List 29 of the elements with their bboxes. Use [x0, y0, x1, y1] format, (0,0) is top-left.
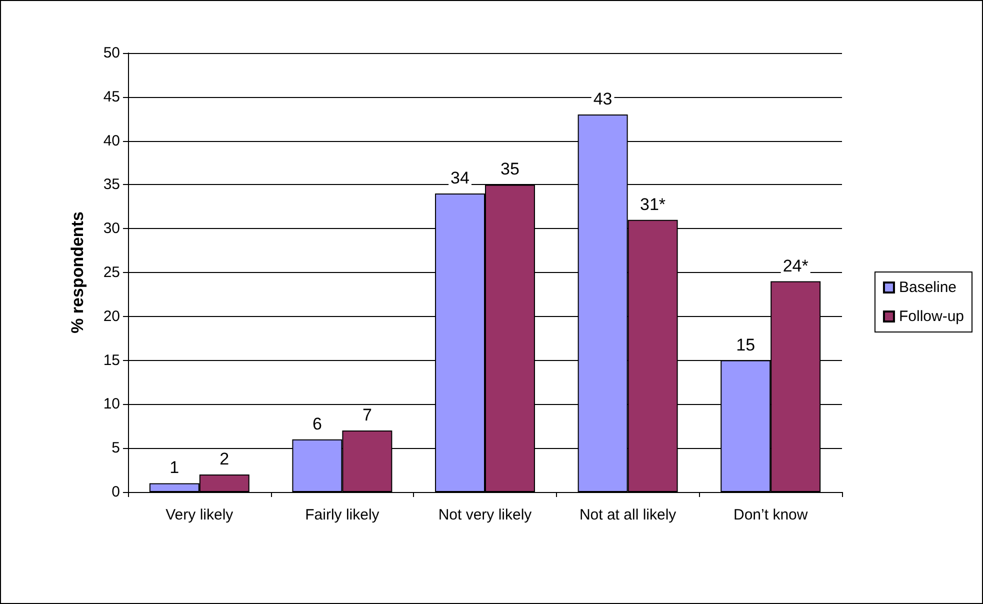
- data-label: 31*: [640, 194, 666, 214]
- y-tick-label: 5: [112, 440, 120, 457]
- x-tick-label: Very likely: [166, 506, 234, 524]
- y-tick-label: 25: [103, 264, 120, 281]
- data-label: 7: [362, 406, 372, 425]
- y-axis-title: % respondents: [68, 212, 87, 334]
- y-tick-label: 45: [103, 88, 120, 106]
- data-label: 6: [312, 414, 322, 434]
- data-label: 35: [500, 160, 520, 179]
- data-label: 24*: [782, 256, 809, 276]
- x-tick-label: Not at all likely: [579, 506, 677, 524]
- data-label: 15: [736, 335, 756, 354]
- y-tick-label: 40: [103, 132, 120, 150]
- y-tick-label: 30: [103, 220, 120, 238]
- data-label: 2: [220, 449, 230, 468]
- legend-label: Follow-up: [898, 308, 964, 325]
- x-tick-label: Fairly likely: [305, 506, 380, 524]
- data-label: 34: [450, 168, 470, 188]
- x-tick-label: Don’t know: [734, 506, 808, 524]
- data-label: 43: [593, 89, 612, 108]
- y-tick-label: 10: [103, 396, 120, 413]
- y-tick-label: 20: [103, 308, 120, 325]
- y-tick-label: 0: [112, 484, 120, 500]
- x-tick-label: Not very likely: [438, 506, 532, 524]
- data-label: 1: [170, 458, 180, 478]
- y-tick-label: 50: [103, 44, 120, 62]
- legend-label: Baseline: [898, 279, 957, 296]
- y-tick-label: 35: [103, 176, 120, 194]
- y-tick-label: 15: [103, 352, 120, 369]
